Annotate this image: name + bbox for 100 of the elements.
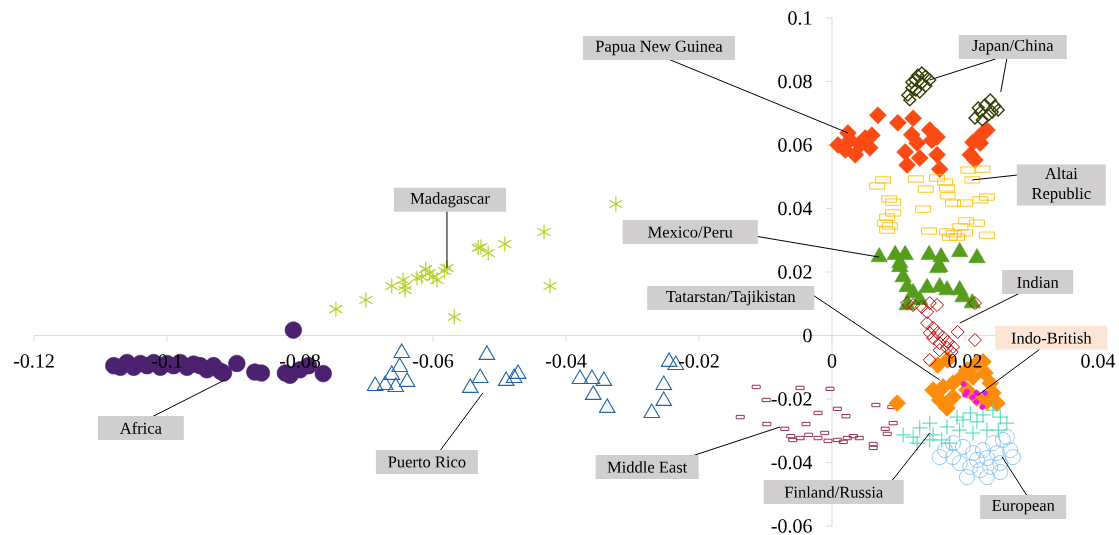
annotation: Papua New Guinea	[595, 40, 723, 56]
point	[982, 459, 999, 475]
point	[919, 69, 933, 83]
point	[505, 368, 523, 384]
y-tick-label: -0.06	[771, 519, 812, 533]
y-tick-label: 0.06	[778, 138, 812, 152]
point	[983, 93, 997, 107]
annotation: Altai Republic	[1031, 167, 1091, 203]
point	[422, 264, 437, 282]
point	[643, 403, 661, 419]
annotation: Mexico/Peru	[648, 226, 733, 238]
point	[328, 301, 343, 318]
point	[984, 435, 1001, 452]
x-tick-label: -0.12	[13, 354, 54, 368]
y-tick-label: 0.08	[778, 74, 812, 89]
annotation: Madagascar	[410, 192, 490, 208]
point	[536, 223, 552, 241]
point	[384, 277, 399, 295]
point	[397, 281, 413, 299]
point	[921, 415, 938, 432]
point	[414, 268, 429, 286]
annotation: Africa	[119, 422, 162, 434]
point	[988, 99, 1002, 113]
point	[975, 113, 989, 127]
point	[906, 298, 921, 313]
point	[931, 449, 948, 466]
point	[903, 93, 917, 107]
point	[944, 388, 962, 406]
point	[913, 85, 927, 99]
point	[992, 455, 1009, 472]
point	[991, 103, 1005, 117]
point	[376, 375, 394, 391]
point	[922, 352, 937, 367]
point	[973, 390, 980, 396]
point	[920, 316, 935, 331]
point	[945, 449, 961, 466]
point	[429, 271, 445, 289]
point	[889, 113, 907, 132]
point	[366, 376, 384, 392]
point	[905, 429, 922, 446]
point	[418, 261, 433, 278]
y-tick-label: -0.02	[771, 392, 812, 406]
point	[481, 244, 496, 262]
point	[920, 305, 935, 320]
annotation: Puerto Rico	[388, 456, 466, 468]
point	[978, 450, 995, 466]
point	[966, 151, 984, 169]
annotation: Japan/China	[972, 39, 1054, 55]
y-tick-label: 0.02	[778, 265, 812, 279]
point	[978, 469, 995, 486]
point	[1002, 442, 1019, 459]
point	[409, 269, 425, 287]
y-tick-label: 0.04	[778, 201, 813, 216]
y-tick-label: 0.1	[788, 11, 812, 25]
point	[869, 106, 887, 124]
point	[932, 343, 947, 358]
point	[978, 121, 996, 139]
x-tick-label: 0.04	[1081, 354, 1116, 368]
point	[941, 435, 958, 452]
point	[975, 442, 991, 459]
point	[965, 445, 981, 461]
annotation: European	[992, 499, 1055, 515]
point	[923, 73, 937, 87]
point	[896, 143, 914, 161]
point	[926, 320, 941, 335]
point	[967, 332, 982, 347]
point	[950, 325, 965, 340]
point	[909, 83, 923, 97]
point	[930, 325, 945, 340]
point	[964, 424, 981, 441]
point	[951, 242, 969, 258]
point	[936, 330, 951, 345]
point	[939, 418, 956, 435]
annotation: Indo-British	[1011, 332, 1092, 344]
annotation: Tatarstan/Tajikistan	[666, 290, 796, 306]
point	[926, 331, 941, 346]
point	[998, 429, 1015, 446]
point	[971, 101, 985, 115]
point	[395, 271, 411, 289]
point	[1004, 449, 1021, 466]
point	[960, 381, 967, 387]
point	[919, 79, 933, 93]
point	[393, 343, 411, 359]
point	[571, 369, 589, 385]
annotation: Indian	[1017, 276, 1059, 288]
point	[905, 81, 919, 95]
point	[932, 336, 947, 351]
annotation: Finland/Russia	[784, 486, 884, 498]
point	[949, 409, 966, 426]
point	[951, 422, 968, 439]
point	[583, 369, 601, 385]
point	[921, 431, 938, 448]
point	[909, 435, 926, 452]
point	[969, 452, 985, 468]
point	[915, 66, 929, 80]
point	[447, 308, 462, 326]
point	[968, 111, 982, 125]
x-tick-label: -0.06	[412, 354, 454, 368]
point	[930, 160, 949, 178]
point	[979, 404, 986, 410]
